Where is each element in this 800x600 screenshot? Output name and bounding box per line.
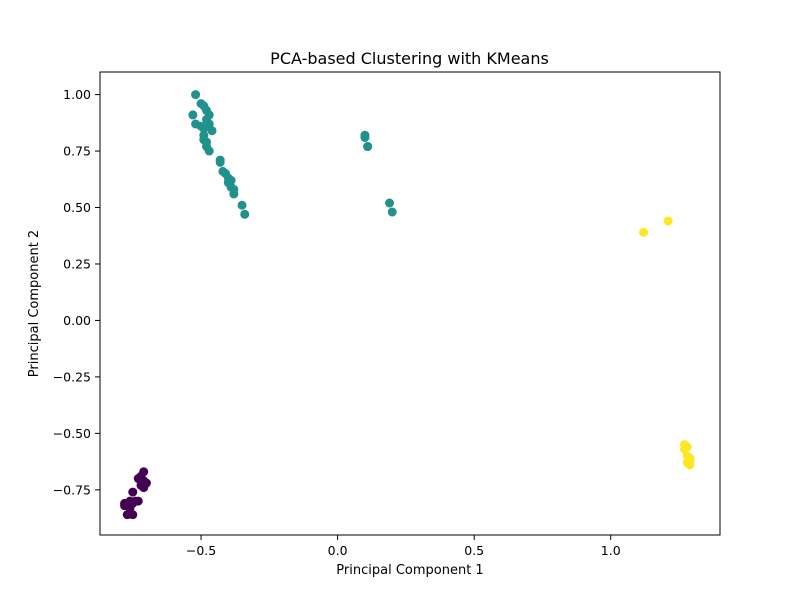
cluster-2-point-0 [639,227,649,237]
cluster-1-point-28 [240,209,250,219]
plot-frame [99,71,721,536]
cluster-1-point-34 [387,207,397,217]
chart-title: PCA-based Clustering with KMeans [270,49,549,68]
cluster-1-point-11 [207,126,217,136]
cluster-1-point-10 [199,123,209,133]
cluster-1-point-30 [360,133,370,142]
x-tick-label-1: 0.0 [328,543,348,558]
cluster-1-point-32 [363,142,373,152]
x-tick-label-3: 1.0 [601,543,621,558]
y-tick-label-2: −0.25 [53,369,91,384]
cluster-0-point-6 [139,483,149,493]
cluster-0-point-5 [133,474,143,484]
cluster-0-point-17 [128,510,138,520]
y-tick-label-3: 0.00 [63,313,91,328]
cluster-1-point-5 [188,110,198,120]
y-axis-label: Principal Component 2 [27,230,42,377]
y-tick-label-4: 0.25 [63,256,91,271]
y-tick-label-0: −0.75 [53,482,91,497]
cluster-2-point-4 [679,444,689,454]
cluster-1-point-26 [229,189,239,199]
y-tick-label-5: 0.50 [63,200,91,215]
cluster-1-point-16 [204,146,214,156]
cluster-2-point-1 [663,216,673,226]
points-layer [120,90,695,520]
cluster-1-point-0 [191,90,201,100]
y-tick-label-1: −0.50 [53,426,91,441]
y-tick-label-6: 0.75 [63,144,91,159]
cluster-1-point-18 [215,157,225,167]
cluster-2-point-9 [685,460,695,470]
cluster-1-series [188,90,397,219]
y-tick-label-7: 1.00 [63,87,91,102]
cluster-2-series [639,216,695,470]
ticks-layer: −0.5 0.0 0.5 1.0 −0.75 −0.50 −0.25 0.00 0.25 0.50… [53,87,621,558]
cluster-1-point-27 [237,200,247,210]
x-tick-label-2: 0.5 [464,543,484,558]
cluster-1-point-33 [385,198,395,208]
x-tick-label-0: −0.5 [186,543,216,558]
cluster-0-series [120,467,151,520]
cluster-0-point-7 [128,487,138,497]
x-axis-label: Principal Component 1 [336,563,483,578]
cluster-0-point-19 [133,496,143,506]
cluster-0-point-18 [120,501,130,511]
